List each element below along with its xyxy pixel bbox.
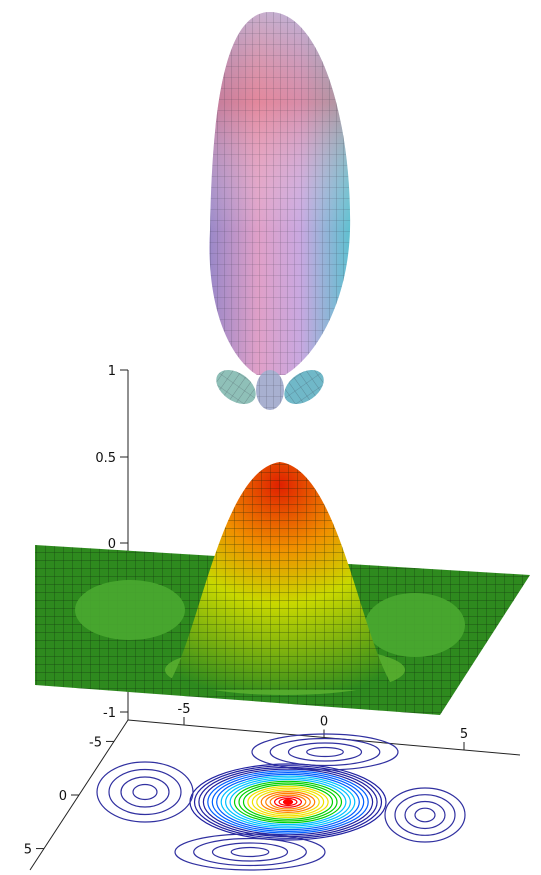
contour-bottom-ring	[193, 837, 307, 867]
x-tick-label: 5	[460, 727, 468, 742]
contour-center-ring	[216, 773, 360, 831]
contour-center-ring	[274, 796, 303, 808]
contour-bottom-ring	[211, 842, 289, 862]
z-tick-label: 1	[108, 364, 116, 379]
contour-center-ring	[256, 789, 320, 815]
contour-right-ring	[404, 800, 446, 830]
contour-left-ring	[96, 761, 194, 823]
contour-left-ring	[108, 768, 182, 816]
contour-bottom-ring	[174, 833, 326, 871]
z-tick-label: 0.5	[95, 451, 116, 466]
contour-bottom-ring	[230, 846, 270, 858]
contour-center-ring	[251, 787, 325, 817]
contour-right-ring	[394, 794, 456, 836]
x-tick-label: 0	[320, 715, 328, 730]
contour-peak	[283, 799, 293, 805]
contour-center-ring	[211, 771, 365, 832]
contour-center-ring	[233, 780, 343, 824]
contour-center-ring	[247, 785, 329, 819]
contour-top-ring	[269, 737, 381, 767]
contour-left-ring	[120, 776, 170, 808]
contour-top-ring	[287, 742, 363, 762]
contour-center-ring	[242, 784, 334, 820]
contour-top-ring	[251, 733, 399, 771]
axes-3d: 1 0.5 0 -1 -5 0 5 -5 0 5	[24, 364, 521, 871]
contour-center-ring	[260, 790, 316, 813]
contour-right-ring	[384, 787, 466, 843]
contour-center-ring	[238, 782, 338, 822]
contour-center-ring	[202, 768, 374, 836]
contour-center-ring	[225, 777, 352, 827]
z-tick-label: -1	[103, 706, 116, 721]
sinc-surface	[35, 462, 530, 715]
y-tick-label: 0	[59, 789, 67, 804]
z-tick-label: 0	[108, 537, 116, 552]
y-tick-label: 5	[24, 843, 32, 858]
contour-plot	[96, 733, 466, 871]
contour-center-ring	[207, 770, 369, 834]
contour-center-ring	[265, 792, 311, 812]
y-tick-label: -5	[89, 735, 102, 750]
x-tick-label: -5	[178, 702, 191, 717]
contour-left-ring	[132, 783, 158, 801]
contour-center-ring	[269, 794, 307, 810]
contour-center-ring	[278, 797, 298, 807]
contour-center-ring	[220, 775, 356, 829]
contour-top-ring	[306, 746, 344, 758]
contour-center-ring	[193, 765, 383, 839]
lobe-surface	[209, 12, 351, 410]
contour-right-ring	[414, 807, 436, 823]
contour-center-ring	[229, 778, 347, 826]
